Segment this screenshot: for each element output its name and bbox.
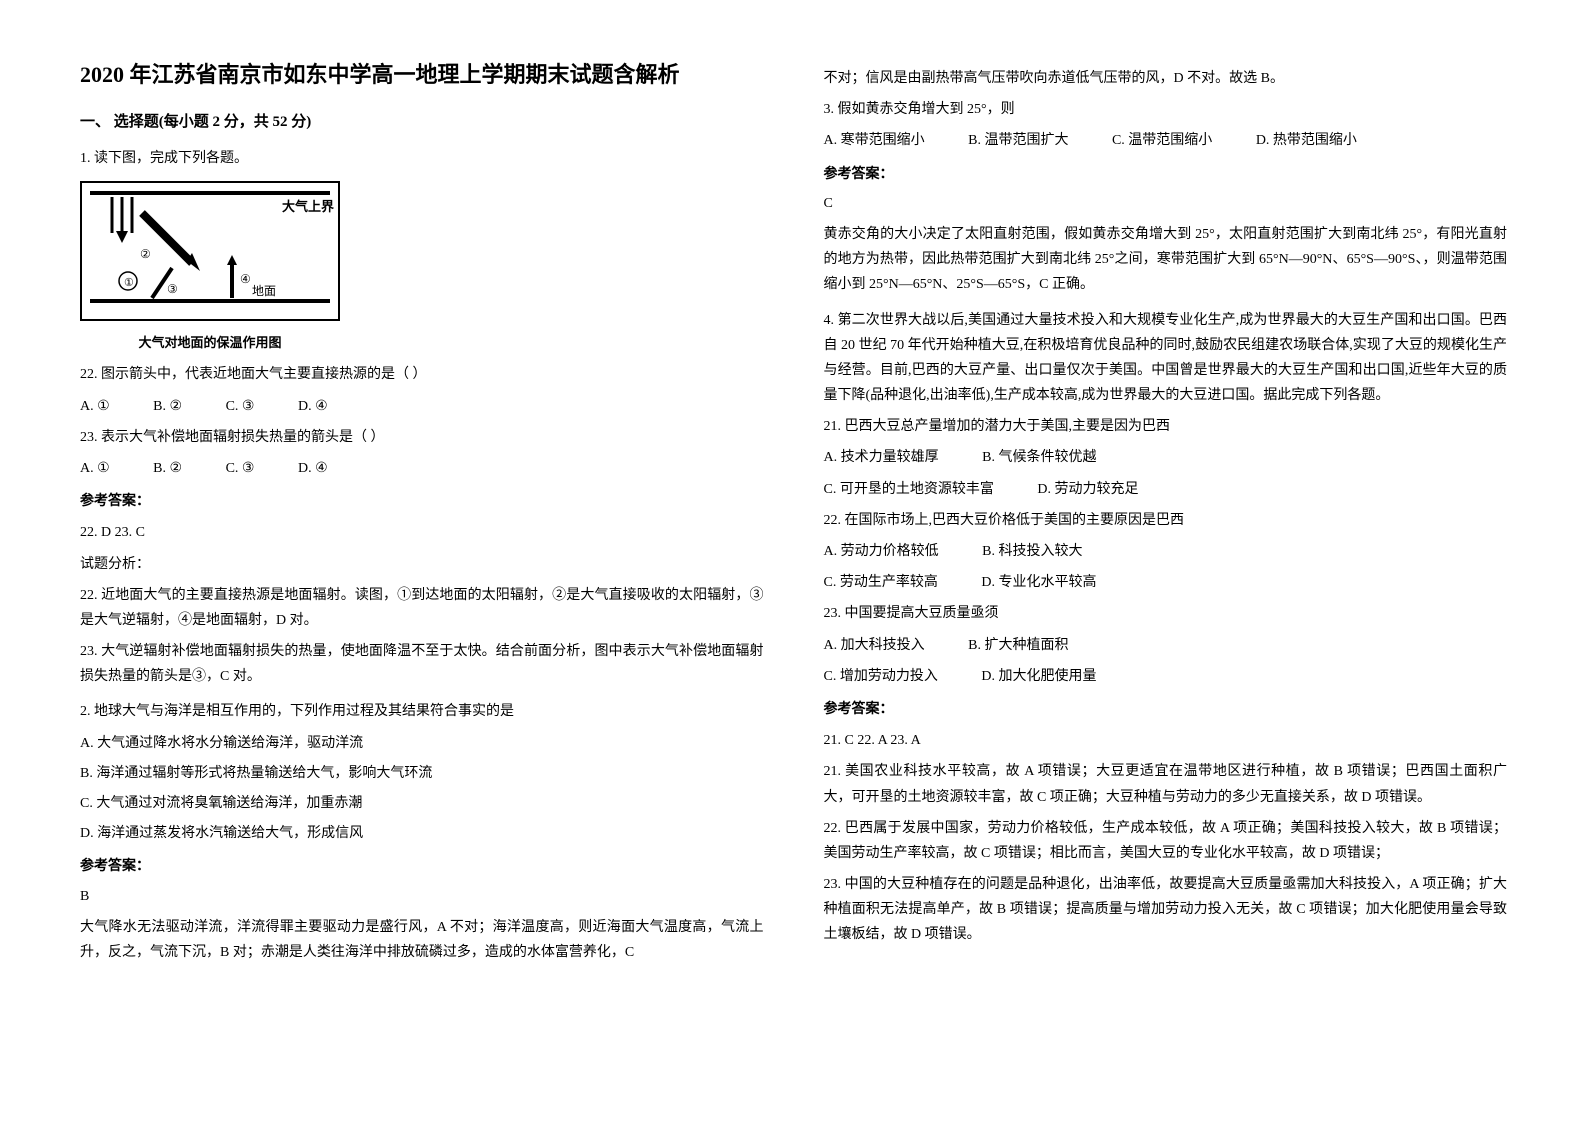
q4-sub23: 23. 中国要提高大豆质量亟须 [824, 601, 1508, 626]
svg-text:大气上界: 大气上界 [282, 199, 334, 214]
page-title: 2020 年江苏省南京市如东中学高一地理上学期期末试题含解析 [80, 60, 764, 91]
q4-21-opt-d: D. 劳动力较充足 [1037, 477, 1138, 502]
q4-stem: 4. 第二次世界大战以后,美国通过大量技术投入和大规模专业化生产,成为世界最大的… [824, 308, 1508, 409]
question-1: 1. 读下图，完成下列各题。 大气上界 地面 ② ③ ④ [80, 146, 764, 690]
q1-22-opt-a: A. ① [80, 394, 110, 419]
q4-answers: 21. C 22. A 23. A [824, 728, 1508, 753]
q2-stem: 2. 地球大气与海洋是相互作用的，下列作用过程及其结果符合事实的是 [80, 699, 764, 724]
q4-23-opt-c: C. 增加劳动力投入 [824, 664, 938, 689]
question-4: 4. 第二次世界大战以后,美国通过大量技术投入和大规模专业化生产,成为世界最大的… [824, 308, 1508, 948]
right-column: 不对；信风是由副热带高气压带吹向赤道低气压带的风，D 不对。故选 B。 3. 假… [824, 60, 1508, 1062]
q3-opt-d: D. 热带范围缩小 [1256, 128, 1357, 153]
q3-stem: 3. 假如黄赤交角增大到 25°，则 [824, 97, 1508, 122]
q3-opt-c: C. 温带范围缩小 [1112, 128, 1212, 153]
q4-analysis21: 21. 美国农业科技水平较高，故 A 项错误；大豆更适宜在温带地区进行种植，故 … [824, 759, 1508, 809]
q2-answer-label: 参考答案： [80, 854, 764, 879]
q1-diagram: 大气上界 地面 ② ③ ④ ① [80, 181, 340, 321]
q4-23-opt-d: D. 加大化肥使用量 [981, 664, 1096, 689]
q1-diagram-caption: 大气对地面的保温作用图 [80, 331, 340, 354]
q4-22-opt-b: B. 科技投入较大 [982, 539, 1082, 564]
q2-opt-d: D. 海洋通过蒸发将水汽输送给大气，形成信风 [80, 821, 764, 846]
q3-analysis: 黄赤交角的大小决定了太阳直射范围，假如黄赤交角增大到 25°，太阳直射范围扩大到… [824, 222, 1508, 298]
question-3: 3. 假如黄赤交角增大到 25°，则 A. 寒带范围缩小 B. 温带范围扩大 C… [824, 97, 1508, 297]
q2-opt-c: C. 大气通过对流将臭氧输送给海洋，加重赤潮 [80, 791, 764, 816]
q1-23-opt-b: B. ② [153, 456, 182, 481]
q4-sub21-options-row2: C. 可开垦的土地资源较丰富 D. 劳动力较充足 [824, 477, 1508, 502]
q4-23-opt-b: B. 扩大种植面积 [968, 633, 1068, 658]
q1-23-opt-c: C. ③ [226, 456, 255, 481]
q4-sub21: 21. 巴西大豆总产量增加的潜力大于美国,主要是因为巴西 [824, 414, 1508, 439]
q4-answer-label: 参考答案： [824, 697, 1508, 722]
q1-answer-label: 参考答案： [80, 489, 764, 514]
q2-analysis: 大气降水无法驱动洋流，洋流得罪主要驱动力是盛行风，A 不对；海洋温度高，则近海面… [80, 915, 764, 965]
q1-23-opt-d: D. ④ [298, 456, 328, 481]
q4-22-opt-d: D. 专业化水平较高 [981, 570, 1096, 595]
q3-answer-label: 参考答案： [824, 162, 1508, 187]
q3-options: A. 寒带范围缩小 B. 温带范围扩大 C. 温带范围缩小 D. 热带范围缩小 [824, 128, 1508, 153]
svg-text:地面: 地面 [252, 284, 276, 298]
q4-sub22-options-row1: A. 劳动力价格较低 B. 科技投入较大 [824, 539, 1508, 564]
q4-21-opt-b: B. 气候条件较优越 [982, 445, 1096, 470]
q3-opt-b: B. 温带范围扩大 [968, 128, 1068, 153]
q4-sub22: 22. 在国际市场上,巴西大豆价格低于美国的主要原因是巴西 [824, 508, 1508, 533]
q1-sub22: 22. 图示箭头中，代表近地面大气主要直接热源的是（ ） [80, 362, 764, 387]
q1-sub22-options: A. ① B. ② C. ③ D. ④ [80, 394, 764, 419]
q2-analysis-cont: 不对；信风是由副热带高气压带吹向赤道低气压带的风，D 不对。故选 B。 [824, 66, 1508, 91]
section-heading: 一、 选择题(每小题 2 分，共 52 分) [80, 109, 764, 136]
q3-answer: C [824, 191, 1508, 216]
q4-sub21-options-row1: A. 技术力量较雄厚 B. 气候条件较优越 [824, 445, 1508, 470]
q4-answers-text: 21. C 22. A 23. A [824, 728, 921, 753]
q4-22-opt-c: C. 劳动生产率较高 [824, 570, 938, 595]
q1-analysis22: 22. 近地面大气的主要直接热源是地面辐射。读图，①到达地面的太阳辐射，②是大气… [80, 583, 764, 633]
q1-stem: 1. 读下图，完成下列各题。 [80, 146, 764, 171]
q4-analysis22: 22. 巴西属于发展中国家，劳动力价格较低，生产成本较低，故 A 项正确；美国科… [824, 816, 1508, 866]
q4-21-opt-a: A. 技术力量较雄厚 [824, 445, 939, 470]
q4-sub23-options-row2: C. 增加劳动力投入 D. 加大化肥使用量 [824, 664, 1508, 689]
question-2: 2. 地球大气与海洋是相互作用的，下列作用过程及其结果符合事实的是 A. 大气通… [80, 699, 764, 965]
q1-answers: 22. D 23. C [80, 520, 764, 545]
q1-sub23-options: A. ① B. ② C. ③ D. ④ [80, 456, 764, 481]
svg-text:④: ④ [240, 272, 251, 286]
q1-23-opt-a: A. ① [80, 456, 110, 481]
svg-text:②: ② [140, 247, 151, 261]
q4-23-opt-a: A. 加大科技投入 [824, 633, 925, 658]
q2-opt-b: B. 海洋通过辐射等形式将热量输送给大气，影响大气环流 [80, 761, 764, 786]
svg-text:③: ③ [167, 282, 178, 296]
q4-sub23-options-row1: A. 加大科技投入 B. 扩大种植面积 [824, 633, 1508, 658]
q4-22-opt-a: A. 劳动力价格较低 [824, 539, 939, 564]
q4-sub22-options-row2: C. 劳动生产率较高 D. 专业化水平较高 [824, 570, 1508, 595]
svg-text:①: ① [124, 277, 134, 289]
left-column: 2020 年江苏省南京市如东中学高一地理上学期期末试题含解析 一、 选择题(每小… [80, 60, 764, 1062]
q2-answer: B [80, 884, 764, 909]
q1-22-opt-c: C. ③ [226, 394, 255, 419]
q4-analysis23: 23. 中国的大豆种植存在的问题是品种退化，出油率低，故要提高大豆质量亟需加大科… [824, 872, 1508, 948]
q1-22-opt-d: D. ④ [298, 394, 328, 419]
q1-analysis23: 23. 大气逆辐射补偿地面辐射损失的热量，使地面降温不至于太快。结合前面分析，图… [80, 639, 764, 689]
q3-opt-a: A. 寒带范围缩小 [824, 128, 925, 153]
q1-22-opt-b: B. ② [153, 394, 182, 419]
q4-21-opt-c: C. 可开垦的土地资源较丰富 [824, 477, 994, 502]
q1-analysis-label: 试题分析： [80, 552, 764, 577]
q1-sub23: 23. 表示大气补偿地面辐射损失热量的箭头是（ ） [80, 425, 764, 450]
q2-opt-a: A. 大气通过降水将水分输送给海洋，驱动洋流 [80, 731, 764, 756]
